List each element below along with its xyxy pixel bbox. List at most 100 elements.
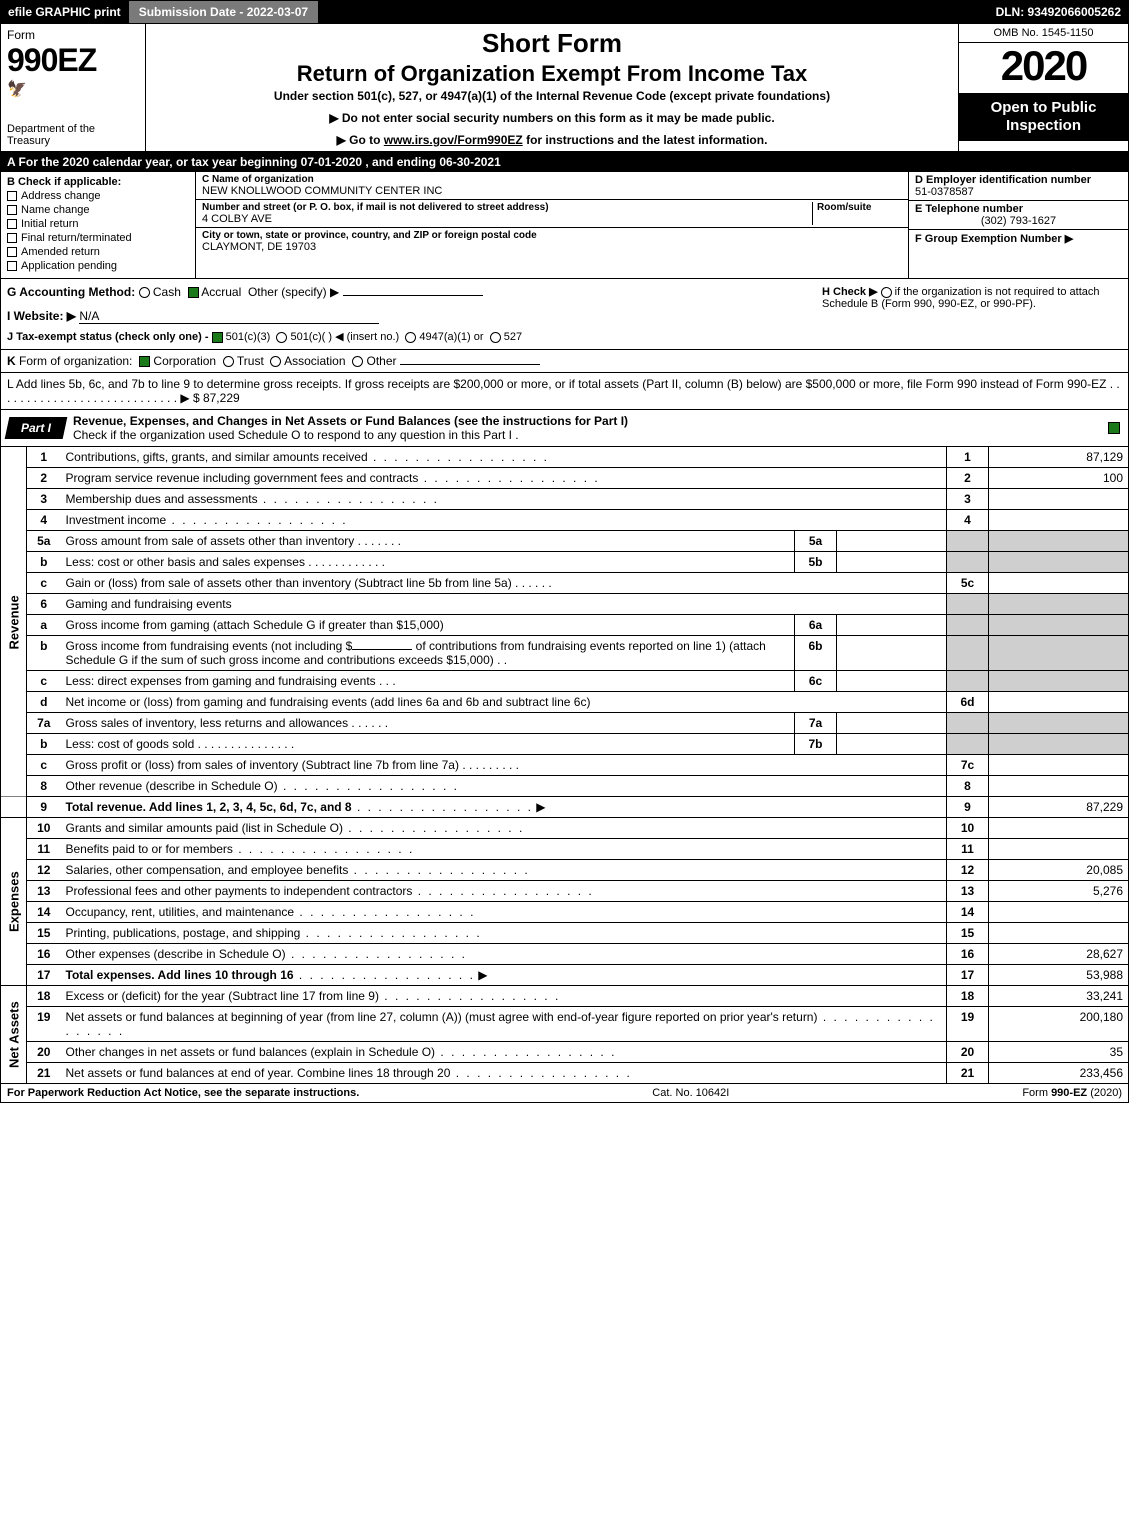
chk-address-change[interactable]: Address change	[7, 190, 189, 202]
line-13-val: 5,276	[989, 881, 1129, 902]
row-h: H Check ▶ if the organization is not req…	[822, 285, 1122, 343]
part1-tag: Part I	[5, 417, 68, 439]
no-ssn-notice: ▶ Do not enter social security numbers o…	[154, 111, 950, 125]
paperwork-notice: For Paperwork Reduction Act Notice, see …	[7, 1087, 359, 1099]
netassets-side-label: Net Assets	[1, 986, 27, 1084]
chk-name-change[interactable]: Name change	[7, 204, 189, 216]
line-9-val: 87,229	[989, 797, 1129, 818]
chk-other-org[interactable]	[352, 356, 363, 367]
form-ref: Form 990-EZ (2020)	[1022, 1087, 1122, 1099]
cat-no: Cat. No. 10642I	[652, 1087, 729, 1099]
ein-label: D Employer identification number	[915, 174, 1122, 186]
chk-501c[interactable]	[276, 332, 287, 343]
line-2-num: 2	[27, 468, 61, 489]
chk-cash[interactable]	[139, 287, 150, 298]
website-value: N/A	[79, 309, 379, 324]
line-12-desc: Salaries, other compensation, and employ…	[66, 863, 349, 877]
line-18-desc: Excess or (deficit) for the year (Subtra…	[66, 989, 379, 1003]
chk-association[interactable]	[270, 356, 281, 367]
line-13-desc: Professional fees and other payments to …	[66, 884, 413, 898]
row-i: I Website: ▶ N/A	[7, 309, 802, 324]
line-7a-desc: Gross sales of inventory, less returns a…	[66, 716, 349, 730]
chk-amended-return[interactable]: Amended return	[7, 246, 189, 258]
line-1-col: 1	[947, 447, 989, 468]
box-def: D Employer identification number 51-0378…	[908, 172, 1128, 278]
line-9-desc: Total revenue. Add lines 1, 2, 3, 4, 5c,…	[66, 800, 352, 814]
return-title: Return of Organization Exempt From Incom…	[154, 61, 950, 87]
header-center: Short Form Return of Organization Exempt…	[146, 24, 958, 151]
line-2-desc: Program service revenue including govern…	[66, 471, 419, 485]
line-6d-desc: Net income or (loss) from gaming and fun…	[61, 692, 947, 713]
treasury-seal-icon: 🦅	[7, 79, 139, 99]
short-form-title: Short Form	[154, 28, 950, 59]
room-label: Room/suite	[817, 202, 902, 213]
line-2-val: 100	[989, 468, 1129, 489]
line-6-desc: Gaming and fundraising events	[61, 594, 947, 615]
line-1-val: 87,129	[989, 447, 1129, 468]
line-6b-desc: Gross income from fundraising events (no…	[61, 636, 795, 671]
part1-table: Revenue 1 Contributions, gifts, grants, …	[0, 447, 1129, 1084]
efile-print[interactable]: efile GRAPHIC print	[0, 5, 129, 19]
chk-schedule-b[interactable]	[881, 287, 892, 298]
row-l: L Add lines 5b, 6c, and 7b to line 9 to …	[0, 373, 1129, 410]
part1-header: Part I Revenue, Expenses, and Changes in…	[0, 410, 1129, 447]
line-5a-val	[837, 531, 947, 552]
row-k: K Form of organization: Corporation Trus…	[0, 350, 1129, 373]
omb-number: OMB No. 1545-1150	[959, 24, 1128, 43]
city: CLAYMONT, DE 19703	[202, 241, 902, 253]
open-to-public: Open to Public Inspection	[959, 93, 1128, 141]
row-a-tax-year: A For the 2020 calendar year, or tax yea…	[0, 152, 1129, 172]
dln: DLN: 93492066005262	[988, 5, 1129, 19]
chk-trust[interactable]	[223, 356, 234, 367]
line-3-desc: Membership dues and assessments	[66, 492, 258, 506]
line-19-val: 200,180	[989, 1007, 1129, 1042]
line-1-desc: Contributions, gifts, grants, and simila…	[66, 450, 368, 464]
line-5a-desc: Gross amount from sale of assets other t…	[66, 534, 355, 548]
line-14-desc: Occupancy, rent, utilities, and maintena…	[66, 905, 295, 919]
box-b-label: B Check if applicable:	[7, 176, 189, 188]
submission-date: Submission Date - 2022-03-07	[129, 1, 318, 23]
entity-info: B Check if applicable: Address change Na…	[0, 172, 1129, 279]
gross-receipts-amount: $ 87,229	[193, 391, 240, 405]
row-g: G Accounting Method: Cash Accrual Other …	[7, 285, 802, 299]
line-5c-desc: Gain or (loss) from sale of assets other…	[66, 576, 512, 590]
line-17-val: 53,988	[989, 965, 1129, 986]
line-20-val: 35	[989, 1042, 1129, 1063]
under-section: Under section 501(c), 527, or 4947(a)(1)…	[154, 89, 950, 103]
chk-initial-return[interactable]: Initial return	[7, 218, 189, 230]
line-12-val: 20,085	[989, 860, 1129, 881]
line-21-val: 233,456	[989, 1063, 1129, 1084]
chk-corporation[interactable]	[139, 356, 150, 367]
chk-application-pending[interactable]: Application pending	[7, 260, 189, 272]
line-8-desc: Other revenue (describe in Schedule O)	[66, 779, 278, 793]
box-b: B Check if applicable: Address change Na…	[1, 172, 196, 278]
street: 4 COLBY AVE	[202, 213, 812, 225]
group-exemption-label: F Group Exemption Number ▶	[915, 232, 1122, 245]
line-15-desc: Printing, publications, postage, and shi…	[66, 926, 301, 940]
form-header: Form 990EZ 🦅 Department of the Treasury …	[0, 24, 1129, 152]
chk-527[interactable]	[490, 332, 501, 343]
line-10-desc: Grants and similar amounts paid (list in…	[66, 821, 343, 835]
chk-501c3[interactable]	[212, 332, 223, 343]
chk-4947[interactable]	[405, 332, 416, 343]
ein-value: 51-0378587	[915, 186, 1122, 198]
line-4-desc: Investment income	[66, 513, 167, 527]
phone-label: E Telephone number	[915, 203, 1122, 215]
line-7b-desc: Less: cost of goods sold	[66, 737, 195, 751]
form-number: 990EZ	[7, 42, 139, 79]
line-17-desc: Total expenses. Add lines 10 through 16	[66, 968, 294, 982]
line-18-val: 33,241	[989, 986, 1129, 1007]
line-19-desc: Net assets or fund balances at beginning…	[66, 1010, 818, 1024]
top-bar: efile GRAPHIC print Submission Date - 20…	[0, 0, 1129, 24]
chk-final-return[interactable]: Final return/terminated	[7, 232, 189, 244]
header-left: Form 990EZ 🦅 Department of the Treasury	[1, 24, 146, 151]
line-5b-desc: Less: cost or other basis and sales expe…	[66, 555, 305, 569]
line-6a-desc: Gross income from gaming (attach Schedul…	[66, 618, 444, 632]
box-c: C Name of organization NEW KNOLLWOOD COM…	[196, 172, 908, 278]
section-ghij: G Accounting Method: Cash Accrual Other …	[0, 279, 1129, 350]
line-1-num: 1	[27, 447, 61, 468]
part1-schedule-o-check[interactable]	[1108, 422, 1120, 434]
chk-accrual[interactable]	[188, 287, 199, 298]
phone-value: (302) 793-1627	[915, 215, 1122, 227]
goto-link[interactable]: ▶ Go to www.irs.gov/Form990EZ for instru…	[154, 133, 950, 147]
